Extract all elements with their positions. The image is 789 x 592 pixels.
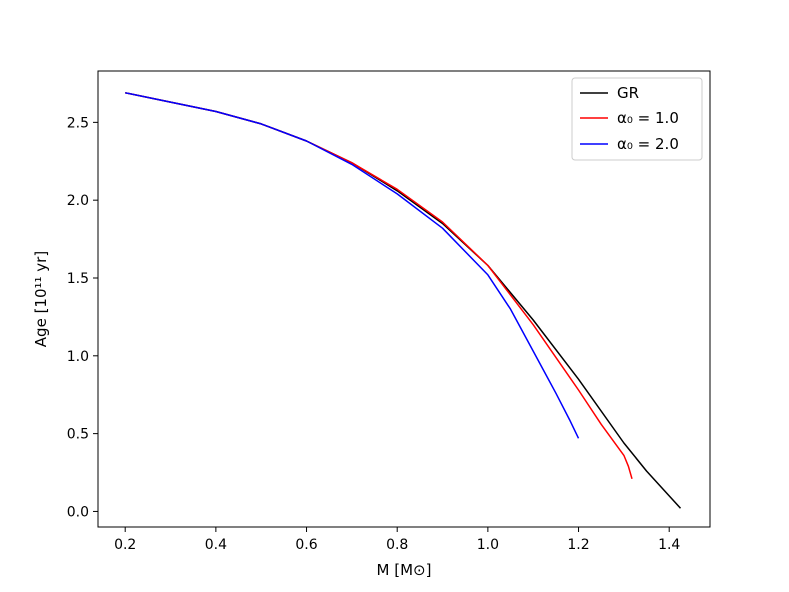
y-tick-label: 1.0 [67, 349, 89, 365]
y-tick-label: 2.0 [67, 193, 89, 209]
legend-label-gr: GR [617, 84, 639, 102]
x-tick-label: 0.6 [295, 537, 317, 553]
y-tick-label: 0.0 [67, 504, 89, 520]
y-axis-ticks: 0.0 0.5 1.0 1.5 2.0 2.5 [67, 115, 98, 520]
x-axis-label: M [M⊙] [377, 561, 432, 579]
x-tick-label: 1.0 [477, 537, 499, 553]
legend-label-alpha-2: α₀ = 2.0 [617, 135, 679, 153]
legend-box [571, 77, 703, 161]
x-axis-ticks: 0.2 0.4 0.6 0.8 1.0 1.2 1.4 [114, 527, 680, 553]
legend: GR α₀ = 1.0 α₀ = 2.0 [571, 77, 703, 161]
series-line-alpha-2 [125, 92, 580, 439]
y-tick-label: 1.5 [67, 271, 89, 287]
x-tick-label: 1.4 [658, 537, 680, 553]
y-axis-label: Age [10¹¹ yr] [32, 251, 50, 347]
x-tick-label: 0.4 [205, 537, 227, 553]
legend-label-alpha-1: α₀ = 1.0 [617, 109, 679, 127]
plot-frame [97, 70, 711, 528]
y-tick-label: 2.5 [67, 115, 89, 131]
y-tick-label: 0.5 [67, 427, 89, 443]
x-tick-label: 0.8 [386, 537, 408, 553]
series-layer [125, 92, 682, 509]
x-tick-label: 0.2 [114, 537, 136, 553]
x-tick-label: 1.2 [567, 537, 589, 553]
